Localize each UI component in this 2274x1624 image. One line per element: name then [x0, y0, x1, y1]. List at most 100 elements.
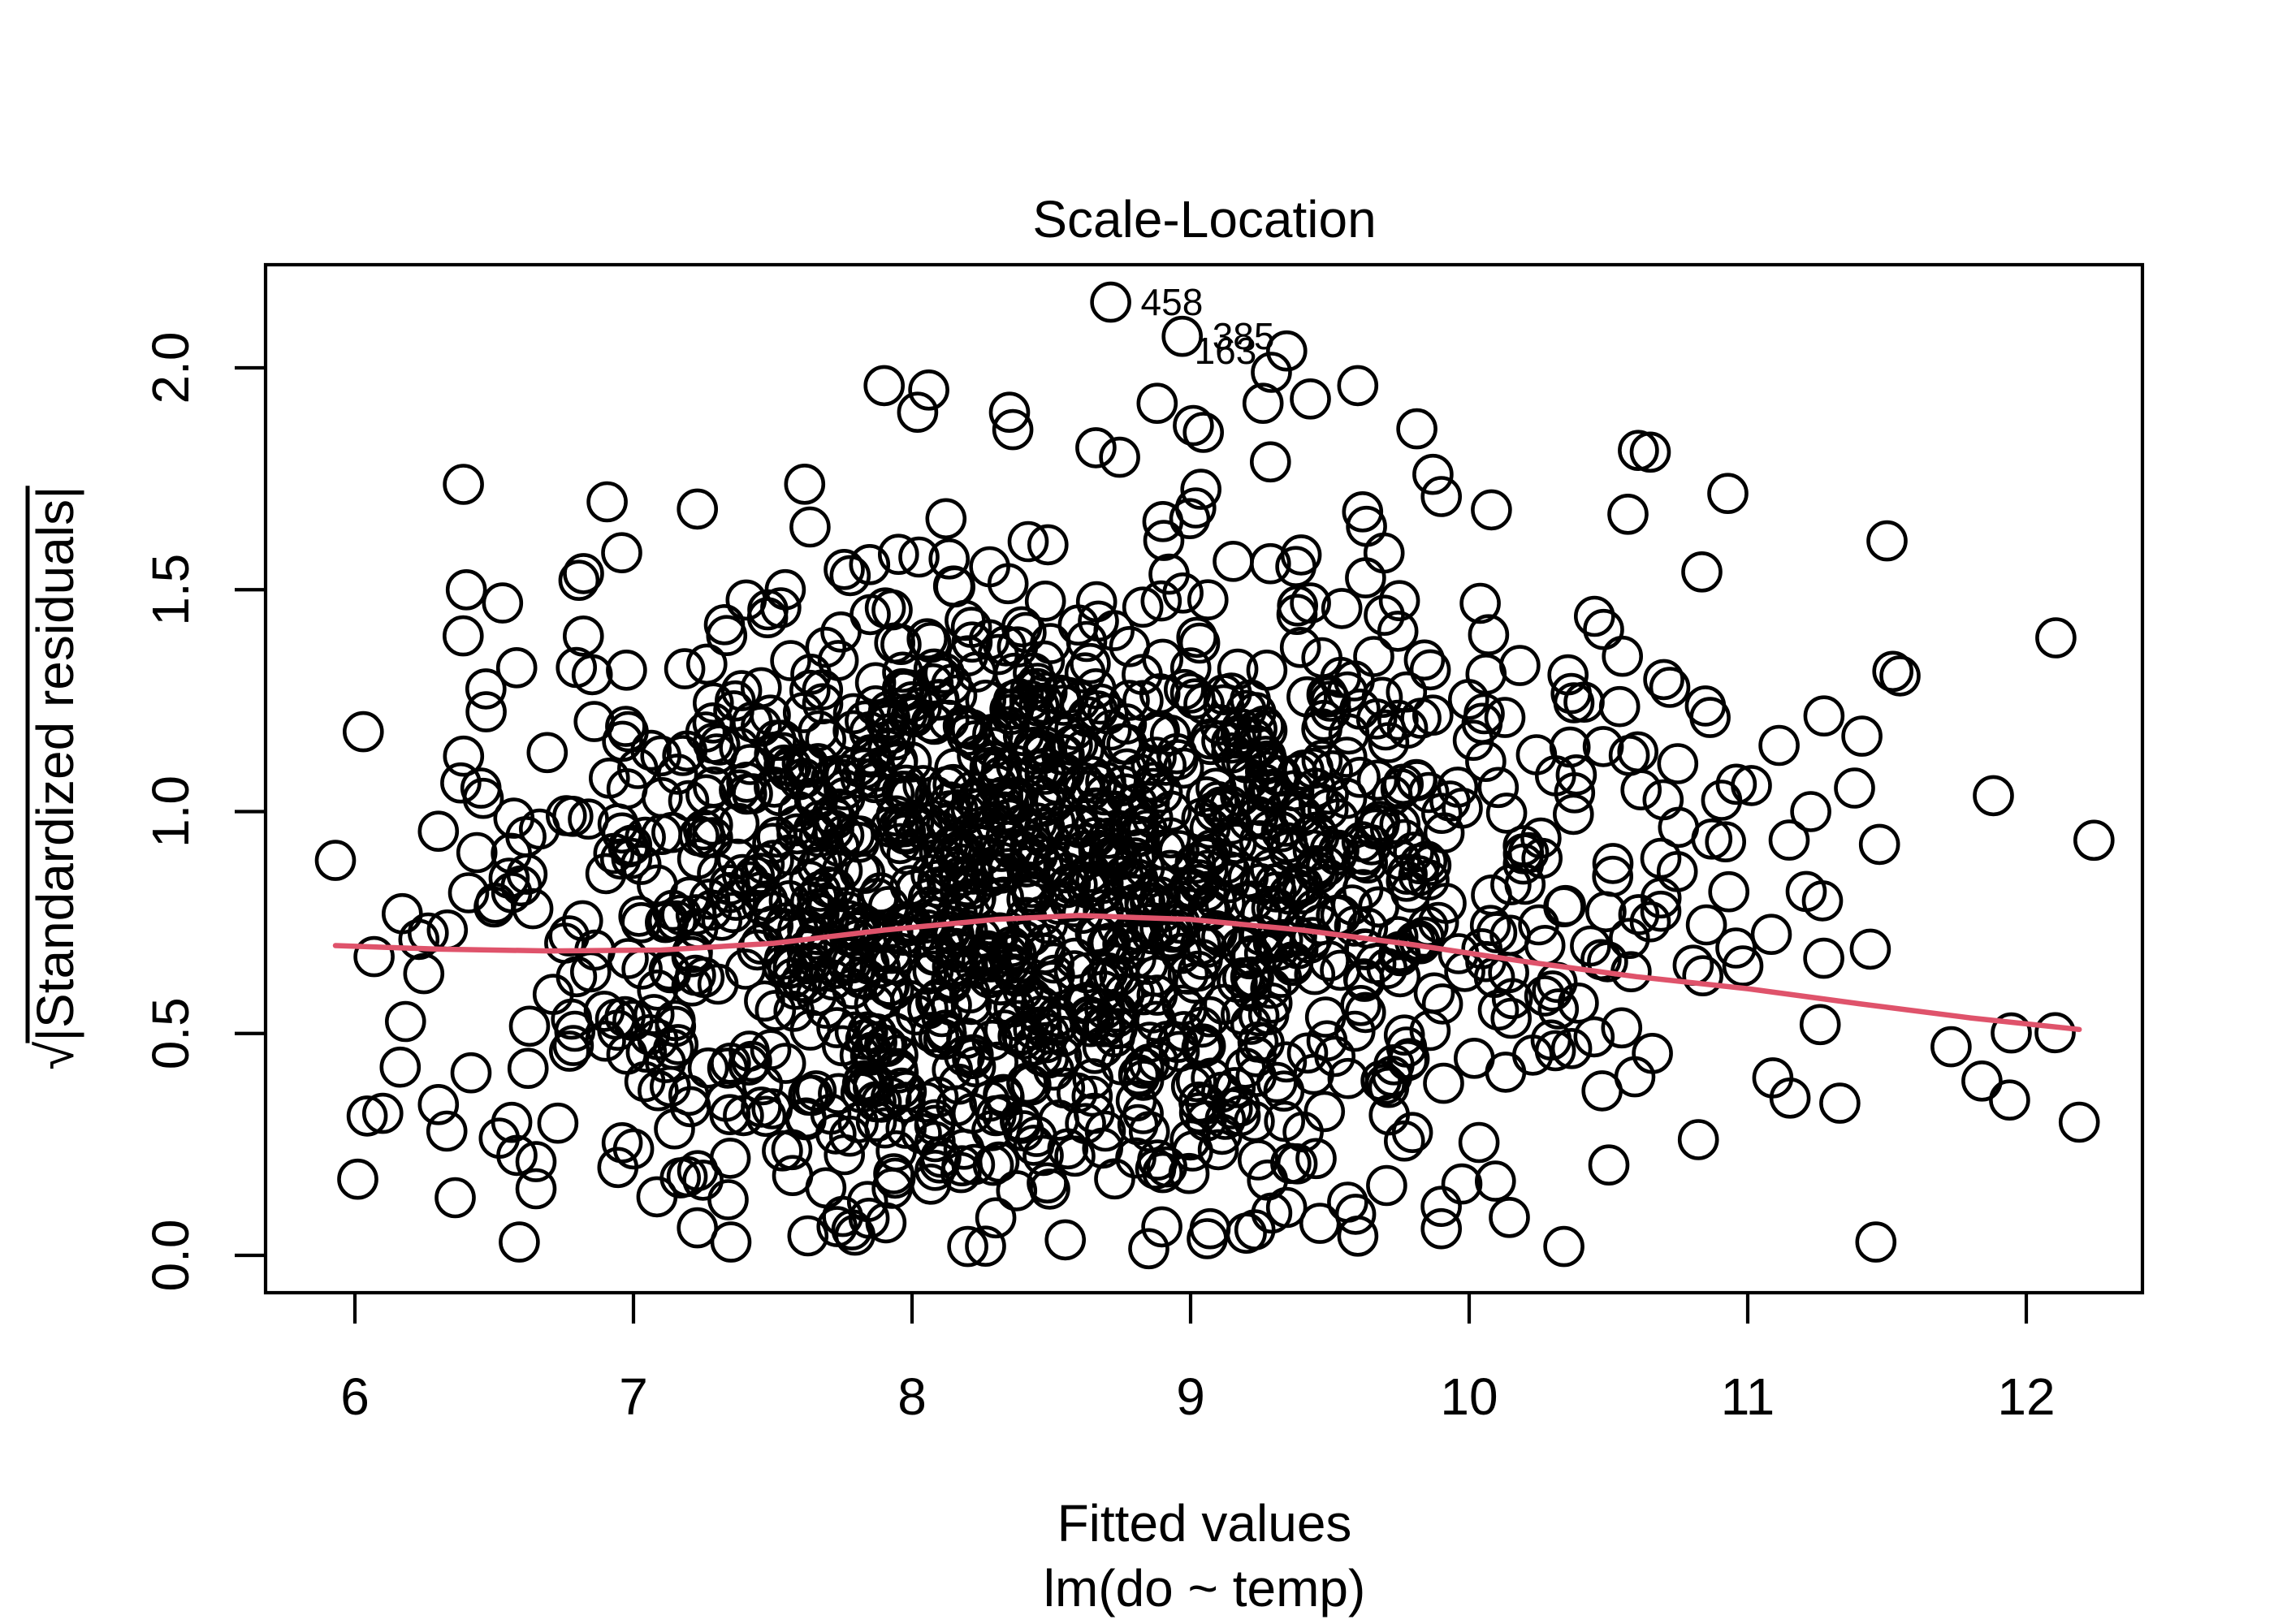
- data-point: [1343, 961, 1386, 1002]
- data-point: [1326, 736, 1368, 778]
- data-point: [2073, 819, 2115, 862]
- data-point: [908, 369, 949, 411]
- data-point: [1174, 962, 1216, 1004]
- data-point: [1550, 672, 1592, 715]
- data-point: [932, 1049, 973, 1091]
- data-point: [1790, 791, 1831, 832]
- data-point: [1930, 1026, 1972, 1068]
- data-point: [969, 789, 1010, 831]
- data-point: [1484, 697, 1526, 738]
- data-point: [1841, 715, 1883, 757]
- data-point: [697, 963, 739, 1005]
- data-point: [1299, 904, 1341, 946]
- data-point: [1162, 572, 1204, 614]
- data-point: [478, 1117, 521, 1159]
- data-point: [696, 733, 737, 775]
- data-point: [859, 872, 901, 914]
- data-point: [875, 795, 917, 837]
- data-point: [893, 696, 936, 738]
- data-point: [1182, 412, 1224, 453]
- data-point: [1463, 693, 1505, 735]
- data-point: [1872, 650, 1913, 693]
- data-point: [824, 1134, 865, 1176]
- data-point: [985, 625, 1027, 667]
- data-point: [898, 536, 940, 578]
- data-point: [1197, 1129, 1239, 1171]
- data-point: [1682, 955, 1723, 996]
- data-point: [1769, 1078, 1811, 1119]
- data-point: [1477, 989, 1520, 1031]
- data-point: [754, 990, 797, 1031]
- data-point: [672, 931, 713, 974]
- data-point: [556, 956, 598, 998]
- data-point: [1598, 685, 1641, 728]
- data-point: [885, 771, 927, 812]
- data-point: [1309, 829, 1351, 870]
- data-point: [1356, 759, 1399, 801]
- data-point: [975, 1197, 1017, 1239]
- data-point: [1707, 473, 1749, 515]
- data-point: [1339, 756, 1381, 798]
- data-point: [495, 646, 538, 689]
- data-point: [970, 941, 1012, 983]
- data-point: [1011, 866, 1053, 909]
- data-point: [1420, 1186, 1462, 1227]
- data-point: [829, 555, 871, 597]
- data-point: [1301, 740, 1343, 781]
- data-point: [1172, 1130, 1213, 1172]
- data-point: [1178, 622, 1221, 664]
- data-point: [1345, 991, 1386, 1034]
- data-point: [1380, 839, 1421, 881]
- data-point: [784, 463, 826, 505]
- data-point: [1016, 1116, 1057, 1157]
- data-point: [965, 679, 1007, 721]
- data-point: [1866, 520, 1908, 562]
- data-point: [890, 741, 932, 783]
- data-point: [1555, 754, 1597, 796]
- data-point: [488, 857, 530, 899]
- data-point: [1672, 944, 1714, 986]
- data-point: [417, 810, 460, 853]
- data-point: [1715, 763, 1757, 806]
- y-axis-title-group: √|Standardized residuals|: [25, 486, 84, 1070]
- data-point: [1286, 676, 1328, 718]
- data-point: [1507, 831, 1550, 874]
- data-point: [1396, 408, 1437, 450]
- data-point: [1185, 1083, 1226, 1125]
- data-point: [1075, 427, 1117, 469]
- data-point: [1382, 763, 1424, 806]
- x-tick-label: 12: [1997, 1367, 2055, 1426]
- data-point: [1279, 626, 1321, 668]
- data-point: [1142, 1151, 1183, 1194]
- outlier-point: [1090, 281, 1131, 323]
- data-point: [1465, 741, 1507, 783]
- data-point: [1801, 880, 1844, 922]
- data-point: [788, 1074, 830, 1116]
- data-point: [1583, 608, 1624, 650]
- data-point: [1246, 649, 1288, 691]
- data-point: [1290, 378, 1331, 420]
- data-point: [1403, 639, 1446, 681]
- data-point: [815, 948, 857, 989]
- data-point: [1715, 927, 1757, 969]
- data-point: [1489, 914, 1531, 957]
- data-point: [816, 1206, 858, 1247]
- data-point: [1149, 849, 1191, 892]
- data-point: [611, 824, 653, 866]
- data-point: [969, 746, 1011, 788]
- data-point: [1009, 690, 1051, 732]
- data-point: [1028, 1013, 1070, 1055]
- data-point: [1337, 1216, 1379, 1257]
- x-tick-label: 8: [897, 1367, 927, 1426]
- data-point: [854, 662, 897, 704]
- data-point: [1855, 1221, 1897, 1263]
- data-point: [947, 1225, 988, 1268]
- data-point: [824, 548, 865, 590]
- data-point: [657, 1024, 699, 1065]
- data-point: [1643, 659, 1684, 701]
- data-point: [1353, 636, 1394, 677]
- data-point: [1009, 836, 1051, 879]
- data-point: [1242, 382, 1284, 425]
- data-point: [1128, 1111, 1170, 1152]
